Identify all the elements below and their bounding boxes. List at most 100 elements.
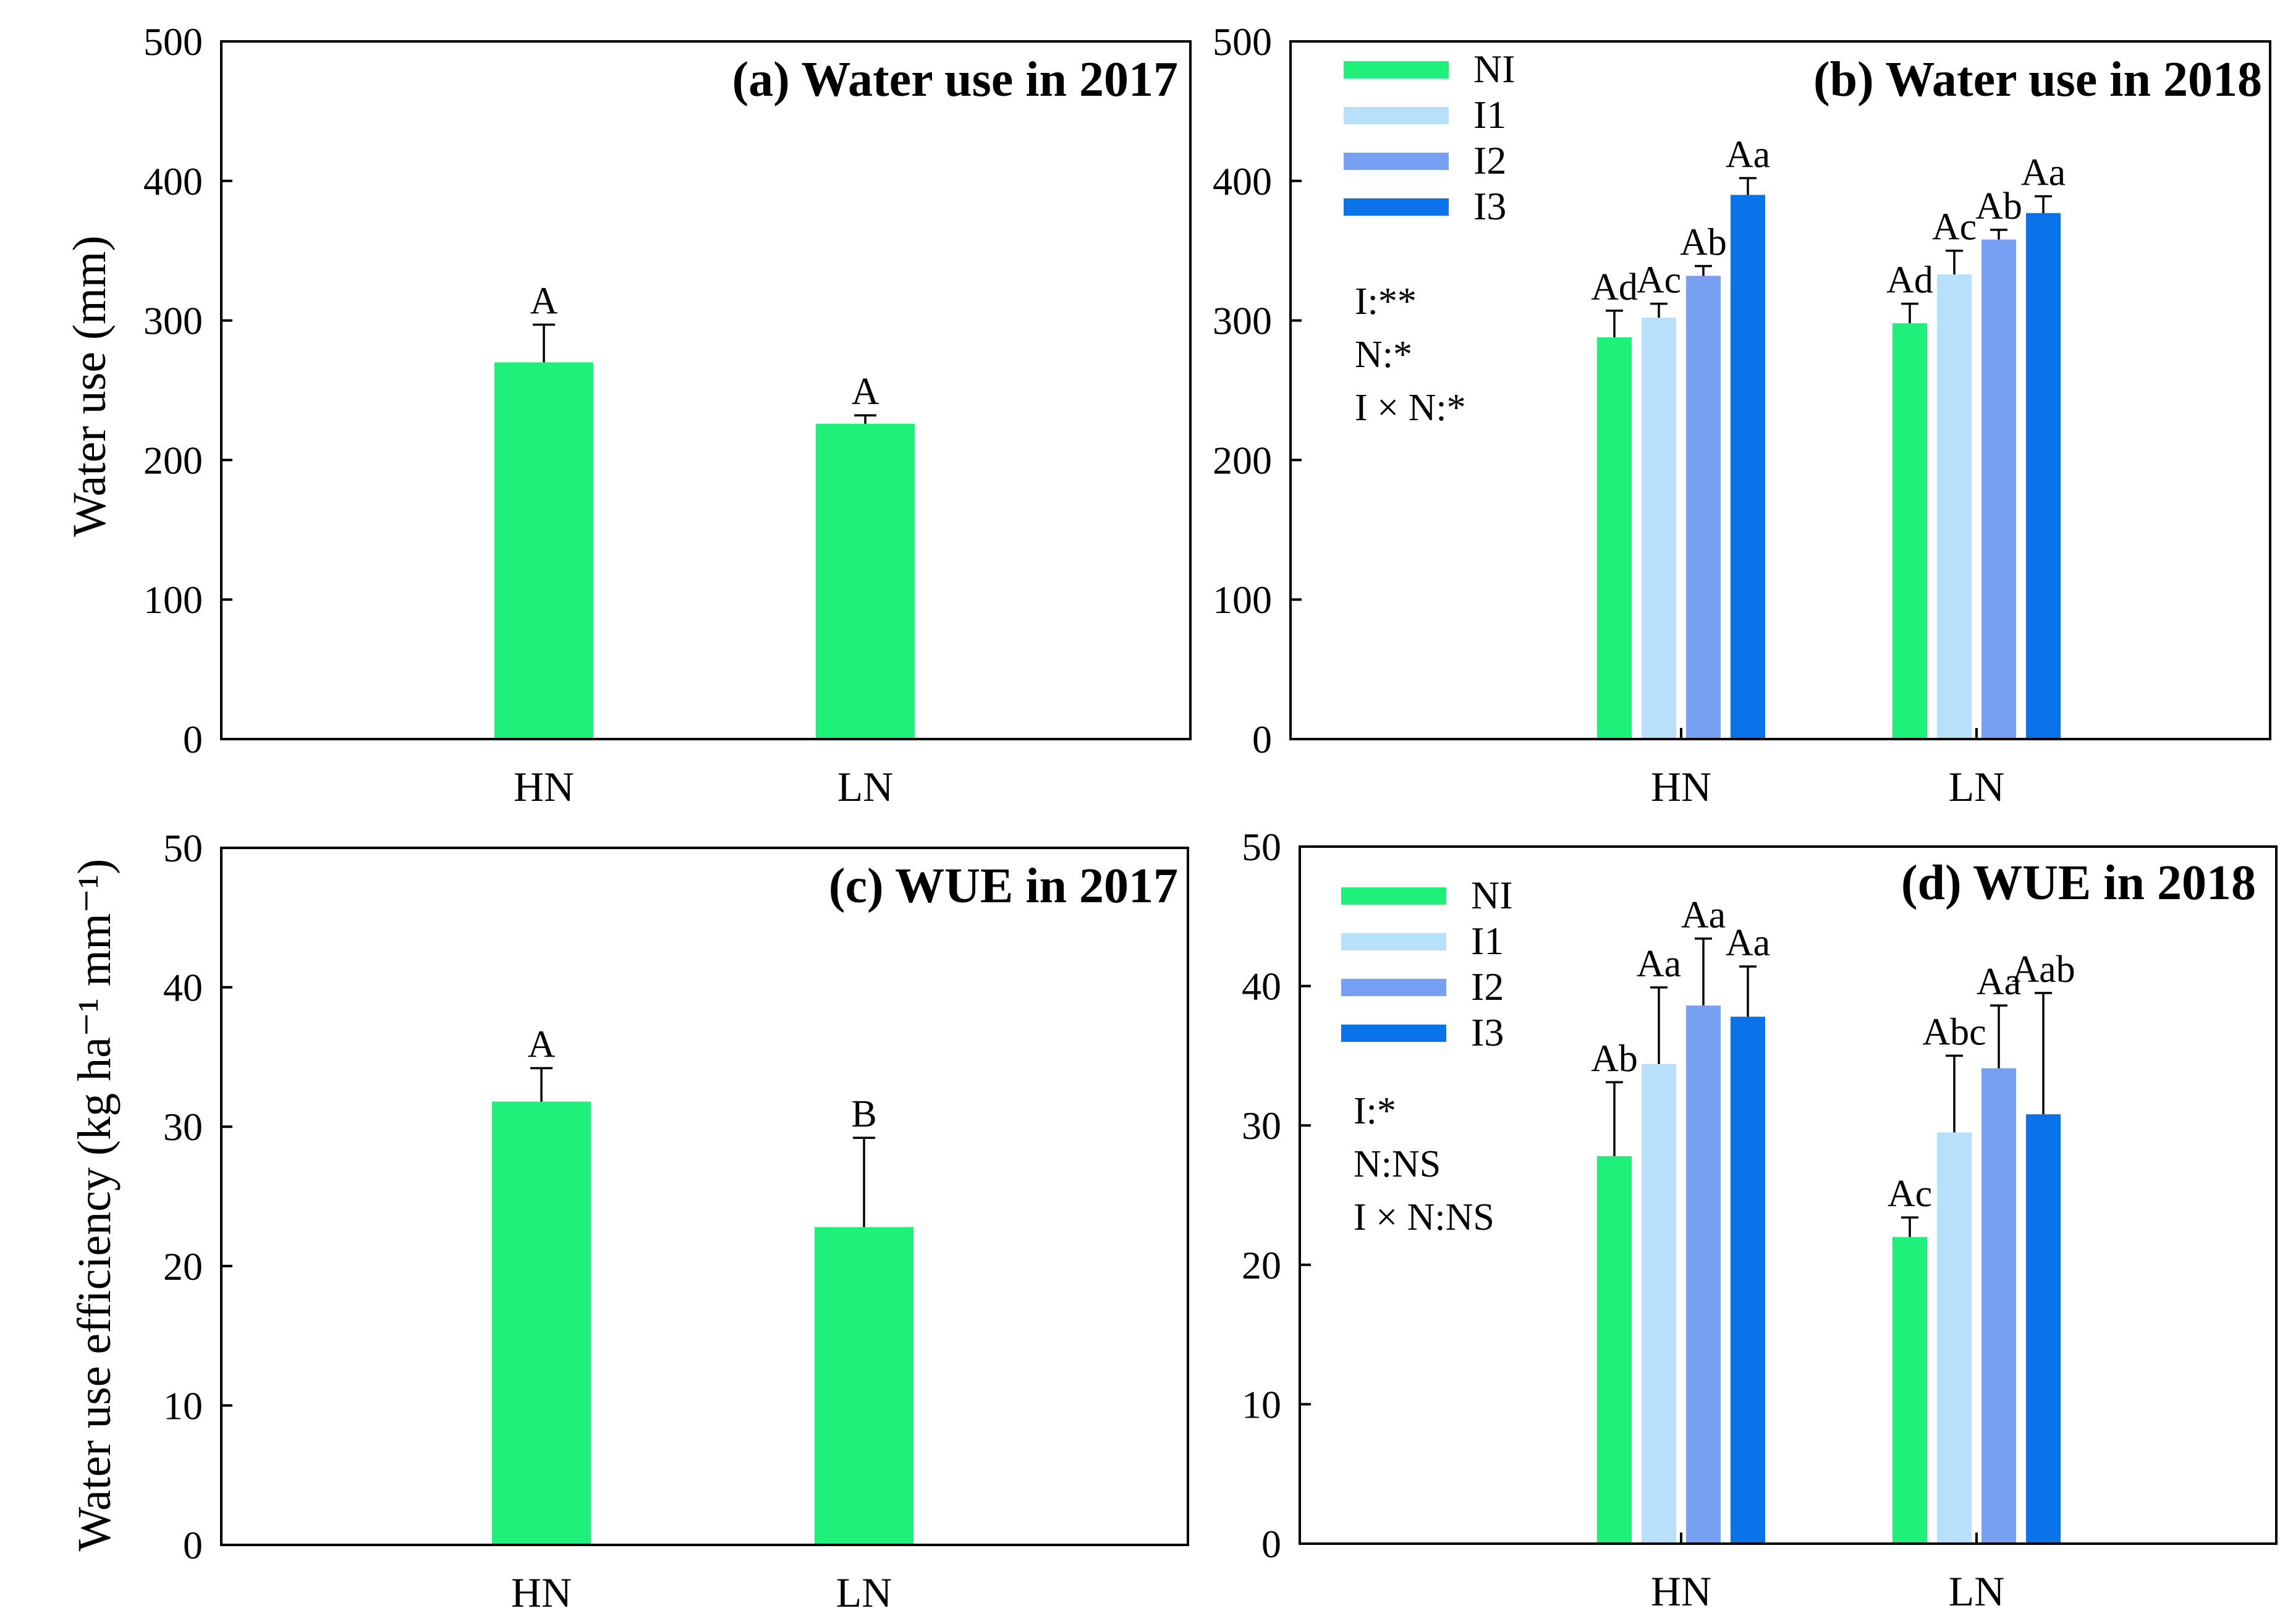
significance-letter: Aa: [1726, 133, 1770, 176]
bar-i2-ln: [1981, 1068, 2016, 1544]
x-category-label: HN: [1651, 1568, 1711, 1615]
error-bar: [854, 414, 876, 424]
legend-swatch-i1: [1344, 107, 1449, 124]
bar-ni-hn: [492, 1101, 591, 1545]
bar-i3-ln: [2026, 1114, 2061, 1544]
stat-annotation: I:*: [1354, 1090, 1396, 1132]
error-bar: [2035, 992, 2052, 1115]
y-tick-label: 500: [143, 20, 203, 64]
bar-i1-hn: [1642, 318, 1676, 739]
bar-ni-ln: [1892, 1237, 1927, 1544]
significance-letter: Aa: [1637, 943, 1681, 985]
legend-label-i1: I1: [1473, 93, 1506, 137]
stat-annotation: I × N:*: [1355, 387, 1466, 429]
y-tick-label: 100: [143, 578, 203, 622]
legend-swatch-ni: [1341, 887, 1446, 905]
error-bar: [1739, 965, 1757, 1017]
error-bar: [1739, 177, 1757, 195]
x-category-label: HN: [511, 1569, 572, 1616]
bar-ni-ln: [815, 1227, 913, 1545]
y-tick-label: 300: [143, 299, 203, 343]
panel-title: (a) Water use in 2017: [732, 53, 1178, 107]
error-bar: [1695, 937, 1712, 1006]
error-bar: [1990, 229, 2007, 240]
y-tick-label: 0: [1261, 1522, 1281, 1566]
error-bar: [1901, 1216, 1918, 1237]
y-tick-label: 10: [163, 1384, 203, 1427]
chart-panel-a: 0 100 200 300 400 500 HN LN A A (a) Water use in 2…: [143, 20, 1192, 810]
bar-ni-ln: [1892, 323, 1927, 739]
significance-letter: A: [528, 1023, 556, 1065]
legend-label-ni: NI: [1471, 873, 1513, 917]
x-category-label: HN: [1651, 763, 1711, 810]
plot-frame: [220, 40, 1192, 740]
bar-ni-hn: [1597, 1156, 1632, 1544]
y-tick-label: 100: [1213, 578, 1272, 622]
y-tick-label: 200: [143, 438, 203, 482]
stat-annotation: I × N:NS: [1354, 1196, 1494, 1238]
y-tick-label: 200: [1213, 438, 1272, 482]
bar-i3-hn: [1731, 1017, 1765, 1544]
y-tick-label: 20: [163, 1245, 203, 1288]
x-category-label: LN: [1949, 763, 2005, 810]
significance-letter: Ac: [1888, 1173, 1932, 1215]
legend-label-i1: I1: [1471, 919, 1504, 963]
y-tick-label: 50: [1242, 825, 1281, 869]
legend-label-i2: I2: [1471, 965, 1504, 1009]
error-bar: [533, 323, 555, 363]
bar-ni-hn: [1597, 337, 1632, 739]
error-bar: [1946, 1054, 1963, 1133]
error-bar: [1650, 302, 1668, 318]
legend-swatch-ni: [1344, 61, 1449, 78]
significance-letter: Ac: [1637, 260, 1681, 302]
plot-frame: [220, 847, 1189, 1546]
stat-annotation: N:NS: [1354, 1143, 1441, 1185]
y-tick-label: 30: [1242, 1104, 1281, 1148]
bar-ni-ln: [816, 423, 915, 739]
plot-frame: [1299, 845, 2278, 1545]
significance-letter: Ab: [1680, 222, 1727, 264]
y-axis-label-wue: Water use efficiency (kg ha⁻¹ mm⁻¹): [69, 859, 121, 1552]
error-bar: [1606, 310, 1623, 337]
y-tick-label: 0: [183, 717, 203, 761]
error-bar: [1901, 302, 1918, 324]
bar-i2-hn: [1686, 1005, 1721, 1544]
y-tick-label: 400: [143, 159, 203, 203]
legend-label-i2: I2: [1473, 138, 1506, 182]
panel-title: (d) WUE in 2018: [1901, 856, 2256, 910]
y-tick-label: 50: [163, 826, 203, 870]
legend-swatch-i3: [1341, 1025, 1446, 1042]
y-tick-label: 0: [1252, 717, 1272, 761]
legend-swatch-i1: [1341, 933, 1446, 950]
error-bar: [1695, 264, 1712, 276]
bar-i3-ln: [2026, 213, 2061, 739]
chart-panel-c: 0 10 20 30 40 50 HN LN A B (c) WUE in 2017: [163, 826, 1189, 1616]
legend-label-i3: I3: [1471, 1010, 1504, 1054]
y-tick-label: 0: [183, 1523, 203, 1567]
legend-label-i3: I3: [1473, 184, 1506, 228]
stat-annotation: N:*: [1355, 334, 1412, 376]
significance-letter: Aa: [2021, 152, 2066, 194]
x-category-label: LN: [836, 1569, 892, 1616]
bar-i1-ln: [1937, 1132, 1972, 1544]
x-category-label: LN: [1949, 1568, 2005, 1615]
significance-letter: A: [530, 280, 558, 322]
significance-letter: Ad: [1591, 266, 1638, 308]
y-tick-label: 30: [163, 1105, 203, 1149]
y-tick-label: 500: [1213, 20, 1272, 64]
bar-i2-ln: [1981, 239, 2016, 739]
x-category-label: LN: [837, 763, 894, 810]
legend-label-ni: NI: [1473, 47, 1515, 91]
significance-letter: Abc: [1922, 1011, 1986, 1053]
y-tick-label: 300: [1213, 299, 1272, 343]
bar-i1-ln: [1937, 274, 1972, 739]
legend-swatch-i2: [1344, 153, 1449, 170]
bar-i1-hn: [1642, 1064, 1676, 1544]
significance-letter: Aab: [2011, 949, 2075, 991]
legend-swatch-i3: [1344, 198, 1449, 216]
y-tick-label: 10: [1242, 1382, 1281, 1426]
stat-annotation: I:**: [1355, 281, 1417, 323]
